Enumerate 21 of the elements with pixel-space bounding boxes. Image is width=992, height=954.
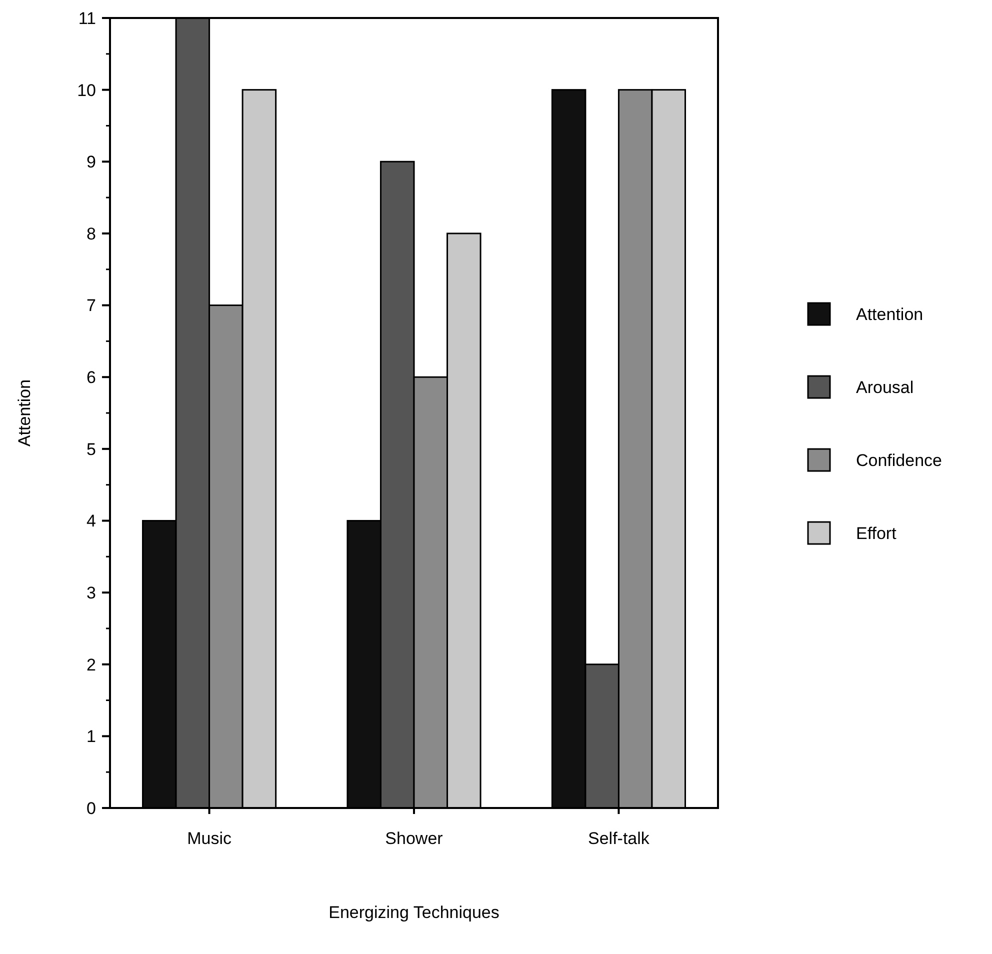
y-tick-label: 8: [86, 224, 96, 244]
y-tick-label: 11: [78, 8, 96, 28]
y-tick-label: 0: [86, 798, 96, 818]
y-tick-label: 3: [86, 583, 96, 602]
y-tick-label: 1: [86, 727, 96, 746]
y-tick-label: 4: [86, 512, 96, 531]
y-tick-label: 9: [86, 152, 96, 172]
x-tick-label: Shower: [385, 829, 444, 848]
y-tick-label: 6: [86, 368, 96, 388]
y-tick-label: 2: [86, 655, 96, 674]
legend-label: Effort: [856, 524, 897, 543]
x-tick-label: Music: [187, 829, 232, 848]
x-axis-title: Energizing Techniques: [328, 903, 500, 922]
x-tick-label: Self-talk: [588, 829, 650, 848]
y-tick-label: 10: [77, 80, 96, 100]
y-axis-title: Attention: [15, 379, 34, 447]
legend-label: Attention: [856, 304, 924, 324]
legend-label: Confidence: [856, 450, 942, 470]
legend-label: Arousal: [856, 378, 914, 397]
y-tick-label: 7: [86, 296, 96, 316]
y-tick-label: 5: [86, 440, 96, 459]
